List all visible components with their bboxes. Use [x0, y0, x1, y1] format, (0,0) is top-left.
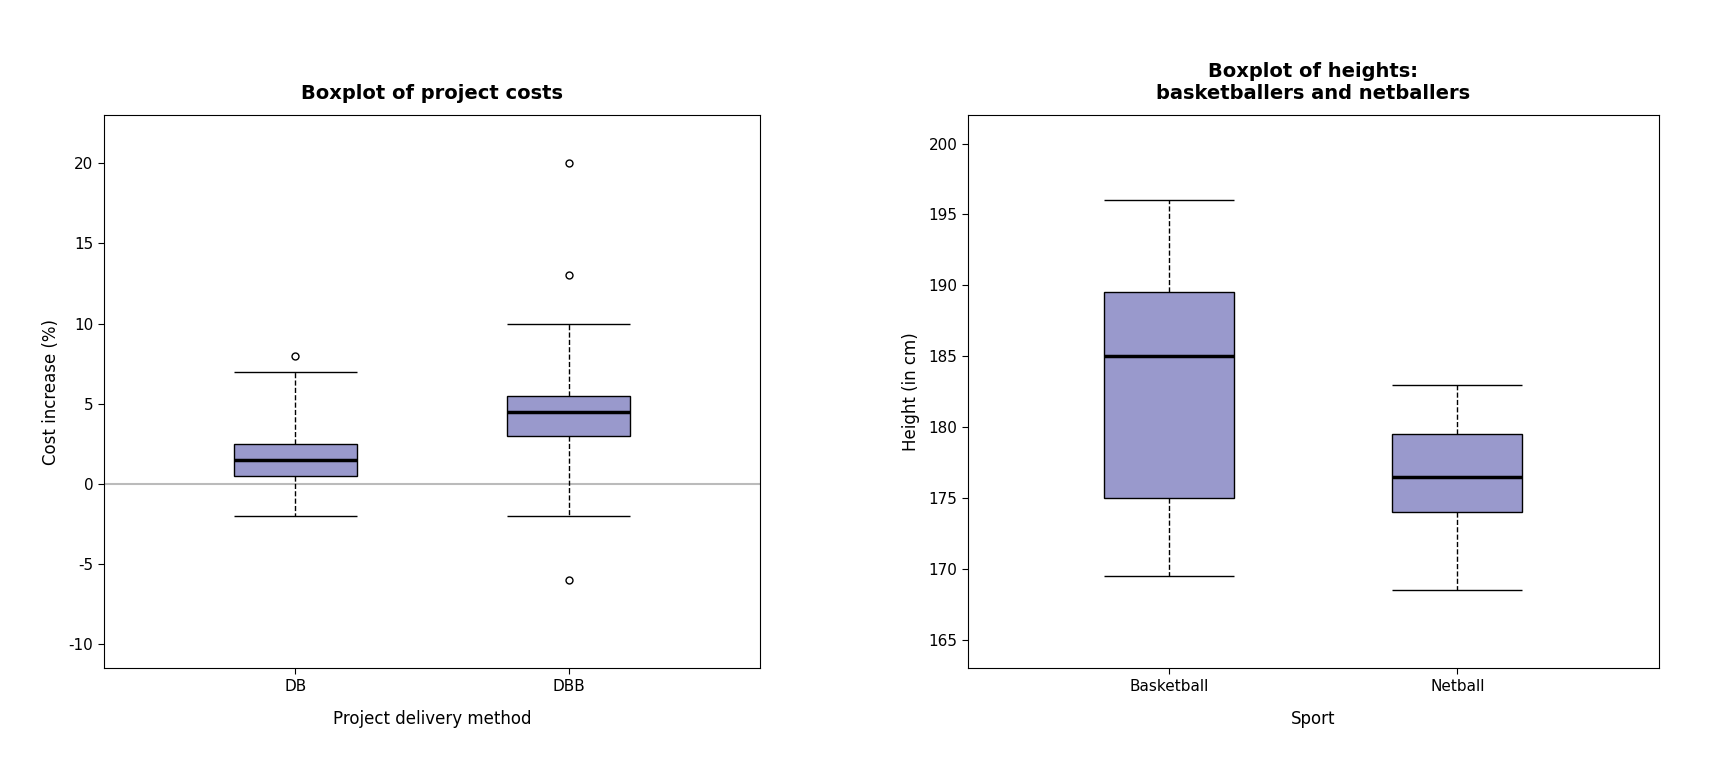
- Bar: [1104, 293, 1234, 498]
- Bar: [1393, 434, 1522, 512]
- Bar: [508, 396, 631, 435]
- Bar: [233, 444, 356, 476]
- Y-axis label: Cost increase (%): Cost increase (%): [41, 319, 60, 465]
- Y-axis label: Height (in cm): Height (in cm): [902, 333, 919, 451]
- X-axis label: Sport: Sport: [1291, 710, 1336, 728]
- Title: Boxplot of project costs: Boxplot of project costs: [301, 84, 563, 103]
- X-axis label: Project delivery method: Project delivery method: [334, 710, 530, 728]
- Title: Boxplot of heights:
basketballers and netballers: Boxplot of heights: basketballers and ne…: [1156, 61, 1471, 103]
